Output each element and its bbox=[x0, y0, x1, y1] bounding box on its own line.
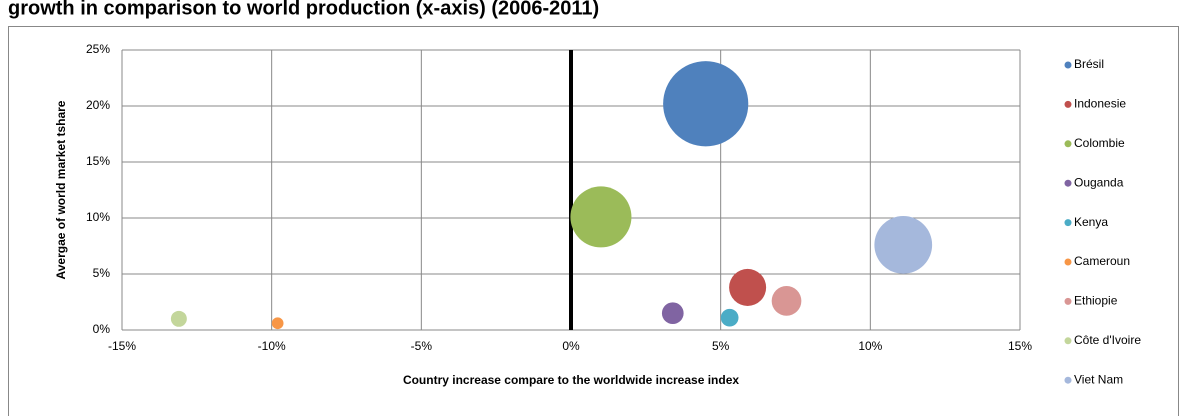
x-tick-label: 15% bbox=[1008, 339, 1032, 353]
legend-label: Brésil bbox=[1074, 57, 1104, 71]
x-tick-label: -5% bbox=[411, 339, 433, 353]
legend-label: Kenya bbox=[1074, 215, 1108, 229]
legend-label: Viet Nam bbox=[1074, 372, 1123, 386]
bubble bbox=[271, 317, 284, 330]
bubble bbox=[720, 308, 739, 327]
legend-label: Colombie bbox=[1074, 136, 1125, 150]
x-tick-label: 5% bbox=[712, 339, 730, 353]
y-tick-label: 5% bbox=[93, 266, 111, 280]
legend-swatch bbox=[1064, 258, 1072, 266]
bubble bbox=[663, 61, 749, 147]
y-tick-label: 20% bbox=[86, 98, 110, 112]
legend-swatch bbox=[1064, 100, 1072, 108]
bubble bbox=[729, 268, 767, 306]
bubble bbox=[170, 310, 187, 327]
x-tick-label: 10% bbox=[858, 339, 882, 353]
legend-swatch bbox=[1064, 297, 1072, 305]
legend-swatch bbox=[1064, 219, 1072, 227]
legend-label: Ouganda bbox=[1074, 175, 1124, 189]
x-axis-label: Country increase compare to the worldwid… bbox=[403, 373, 739, 387]
y-tick-label: 25% bbox=[86, 42, 110, 56]
legend-label: Côte d'Ivoire bbox=[1074, 333, 1141, 347]
legend-label: Ethiopie bbox=[1074, 294, 1118, 308]
x-tick-label: 0% bbox=[562, 339, 580, 353]
legend-swatch bbox=[1064, 61, 1072, 69]
y-tick-label: 15% bbox=[86, 154, 110, 168]
y-axis-label: Avergae of world market tshare bbox=[54, 100, 68, 279]
y-tick-label: 0% bbox=[93, 322, 111, 336]
legend-swatch bbox=[1064, 337, 1072, 345]
legend-label: Cameroun bbox=[1074, 254, 1130, 268]
chart-title: growth in comparison to world production… bbox=[8, 0, 599, 19]
legend-swatch bbox=[1064, 376, 1072, 384]
legend-swatch bbox=[1064, 140, 1072, 148]
y-tick-label: 10% bbox=[86, 210, 110, 224]
legend-swatch bbox=[1064, 179, 1072, 187]
bubble bbox=[570, 186, 632, 248]
bubble bbox=[771, 286, 802, 316]
x-tick-label: -10% bbox=[258, 339, 286, 353]
bubble bbox=[661, 302, 684, 325]
x-tick-label: -15% bbox=[108, 339, 136, 353]
bubble bbox=[874, 216, 933, 274]
legend-label: Indonesie bbox=[1074, 97, 1126, 111]
